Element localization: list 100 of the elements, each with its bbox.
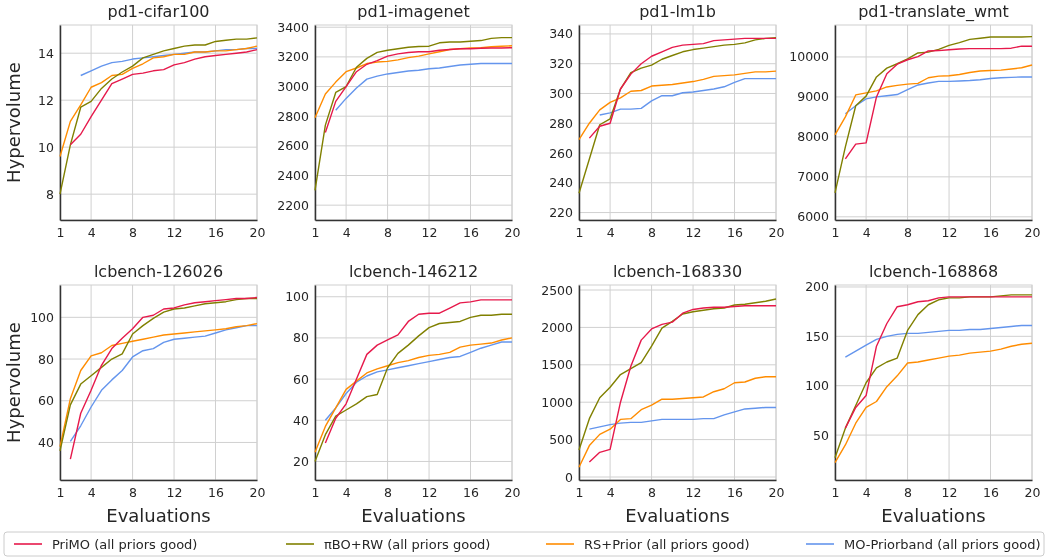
y-tick-label: 50 <box>813 427 830 443</box>
y-tick-label: 100 <box>805 378 830 394</box>
x-tick-label: 8 <box>648 224 657 240</box>
line-series <box>844 45 1033 160</box>
y-tick-label: 3400 <box>277 19 310 35</box>
x-tick-label: 20 <box>249 224 266 240</box>
x-tick-label: 20 <box>1024 224 1041 240</box>
x-tick-label: 1 <box>311 484 320 500</box>
line-series <box>578 70 777 141</box>
x-tick-label: 20 <box>768 224 785 240</box>
y-tick-label: 80 <box>38 351 55 367</box>
x-tick-label: 16 <box>727 224 744 240</box>
x-tick-label: 4 <box>342 224 351 240</box>
y-tick-label: 150 <box>805 328 830 344</box>
y-tick-label: 7000 <box>797 169 830 185</box>
line-series <box>314 45 513 119</box>
line-series <box>834 35 1033 194</box>
y-tick-label: 280 <box>549 115 574 131</box>
y-tick-label: 40 <box>38 434 55 450</box>
y-tick-label: 12 <box>38 92 54 108</box>
line-series <box>324 341 513 421</box>
y-tick-label: 2800 <box>277 108 310 124</box>
line-series <box>59 45 258 158</box>
x-axis-title: Evaluations <box>881 505 986 526</box>
y-tick-label: 220 <box>549 205 574 221</box>
y-tick-label: 1500 <box>541 357 574 373</box>
line-series <box>578 376 777 468</box>
y-tick-label: 1000 <box>541 394 574 410</box>
y-tick-label: 100 <box>285 289 310 305</box>
y-tick-label: 20 <box>293 453 310 469</box>
line-series <box>324 46 513 134</box>
y-axis-title: Hypervolume <box>3 62 24 183</box>
legend-label: MO-Priorband (all priors good) <box>844 537 1041 552</box>
line-series <box>834 342 1033 464</box>
chart-title: pd1-cifar100 <box>107 2 210 21</box>
x-tick-label: 8 <box>904 484 913 500</box>
x-tick-label: 12 <box>941 484 958 500</box>
x-tick-label: 4 <box>342 484 351 500</box>
x-axis-title: Evaluations <box>361 505 466 526</box>
chart-title: pd1-imagenet <box>357 2 470 21</box>
y-tick-label: 300 <box>549 85 574 101</box>
x-tick-label: 4 <box>862 484 871 500</box>
y-tick-label: 8000 <box>797 129 830 145</box>
x-tick-label: 12 <box>685 224 702 240</box>
line-series <box>314 337 513 453</box>
chart-title: pd1-lm1b <box>639 2 716 21</box>
y-tick-label: 2500 <box>541 282 574 298</box>
x-tick-label: 16 <box>463 484 480 500</box>
x-tick-label: 8 <box>384 224 393 240</box>
x-tick-label: 12 <box>941 224 958 240</box>
x-tick-label: 8 <box>648 484 657 500</box>
y-tick-label: 100 <box>30 309 55 325</box>
y-tick-label: 2600 <box>277 138 310 154</box>
y-axis-title: Hypervolume <box>3 322 24 443</box>
x-tick-label: 16 <box>208 224 225 240</box>
x-tick-label: 1 <box>831 484 840 500</box>
x-tick-label: 16 <box>727 484 744 500</box>
x-tick-label: 1 <box>831 224 840 240</box>
y-tick-label: 60 <box>38 393 55 409</box>
y-tick-label: 260 <box>549 145 574 161</box>
x-tick-label: 16 <box>983 224 1000 240</box>
x-tick-label: 8 <box>384 484 393 500</box>
x-tick-label: 8 <box>129 484 138 500</box>
y-tick-label: 320 <box>549 56 574 72</box>
chart-title: pd1-translate_wmt <box>858 2 1009 22</box>
x-tick-label: 12 <box>166 224 183 240</box>
x-tick-label: 1 <box>56 484 65 500</box>
x-tick-label: 4 <box>862 224 871 240</box>
x-tick-label: 1 <box>311 224 320 240</box>
line-series <box>335 62 513 111</box>
y-tick-label: 6000 <box>797 209 830 225</box>
x-tick-label: 16 <box>983 484 1000 500</box>
line-series <box>314 313 513 463</box>
x-tick-label: 1 <box>575 484 584 500</box>
x-tick-label: 16 <box>208 484 225 500</box>
y-tick-label: 3000 <box>277 79 310 95</box>
y-tick-label: 10 <box>38 139 55 155</box>
line-series <box>844 324 1033 358</box>
line-series <box>599 77 777 116</box>
x-tick-label: 20 <box>768 484 785 500</box>
line-series <box>69 48 258 146</box>
legend-label: PriMO (all priors good) <box>52 537 198 552</box>
x-tick-label: 4 <box>87 224 96 240</box>
y-tick-label: 9000 <box>797 89 830 105</box>
x-tick-label: 4 <box>87 484 96 500</box>
y-tick-label: 0 <box>565 469 574 485</box>
legend-label: πBO+RW (all priors good) <box>324 537 491 552</box>
x-tick-label: 12 <box>166 484 183 500</box>
y-tick-label: 10000 <box>789 49 830 65</box>
legend-label: RS+Prior (all priors good) <box>584 537 750 552</box>
y-tick-label: 80 <box>293 330 310 346</box>
chart-title: lcbench-126026 <box>93 262 224 281</box>
x-tick-label: 4 <box>606 484 615 500</box>
line-series <box>59 37 258 195</box>
chart-title: lcbench-146212 <box>348 262 479 281</box>
y-tick-label: 2400 <box>277 168 310 184</box>
y-tick-label: 40 <box>293 412 310 428</box>
line-series <box>578 298 777 451</box>
line-series <box>588 37 777 139</box>
chart-title: lcbench-168330 <box>612 262 743 281</box>
